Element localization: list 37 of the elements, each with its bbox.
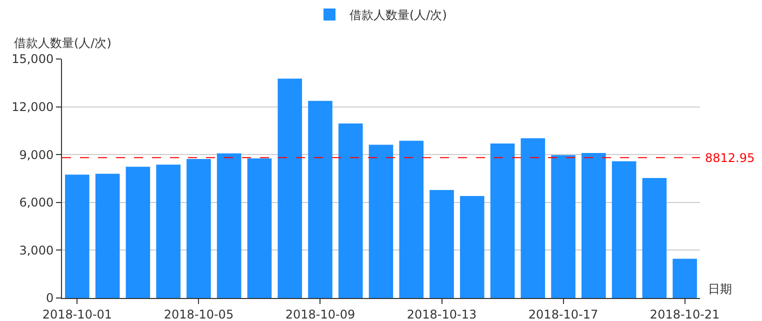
x-tick-label: 2018-10-13 <box>406 307 477 321</box>
bar <box>216 153 242 298</box>
bar <box>156 164 180 298</box>
bar <box>186 159 211 298</box>
y-tick-label: 0 <box>46 291 54 306</box>
bar <box>612 161 636 298</box>
bar <box>551 155 576 298</box>
y-tick-label: 12,000 <box>12 100 54 114</box>
x-tick-label: 2018-10-21 <box>650 307 720 321</box>
bar <box>430 190 454 298</box>
bar <box>65 174 90 298</box>
bar <box>642 178 667 298</box>
ref-line-label: 8812.95 <box>705 151 755 165</box>
bar <box>368 144 394 298</box>
x-tick-label: 2018-10-01 <box>42 307 112 321</box>
bar <box>95 174 120 298</box>
y-tick-label: 9,000 <box>19 148 54 162</box>
x-tick-label: 2018-10-05 <box>164 307 234 321</box>
y-tick-label: 3,000 <box>19 243 54 258</box>
x-tick-label: 2018-10-09 <box>285 307 356 321</box>
x-axis-title: 日期 <box>708 282 732 296</box>
y-tick-label: 15,000 <box>12 52 54 66</box>
bar <box>308 100 332 298</box>
x-tick-label: 2018-10-17 <box>528 307 598 321</box>
legend-label: 借款人数量(人/次) <box>350 8 447 22</box>
bar <box>278 78 302 298</box>
bar <box>520 138 546 298</box>
y-tick-label: 6,000 <box>19 196 54 210</box>
bar <box>247 158 272 298</box>
y-axis-title: 借款人数量(人/次) <box>14 36 112 50</box>
bar <box>126 166 150 298</box>
bar <box>399 140 424 298</box>
bar <box>490 143 515 298</box>
bar <box>672 258 697 298</box>
bar <box>460 196 484 298</box>
bar <box>338 124 363 298</box>
bar <box>582 153 606 298</box>
